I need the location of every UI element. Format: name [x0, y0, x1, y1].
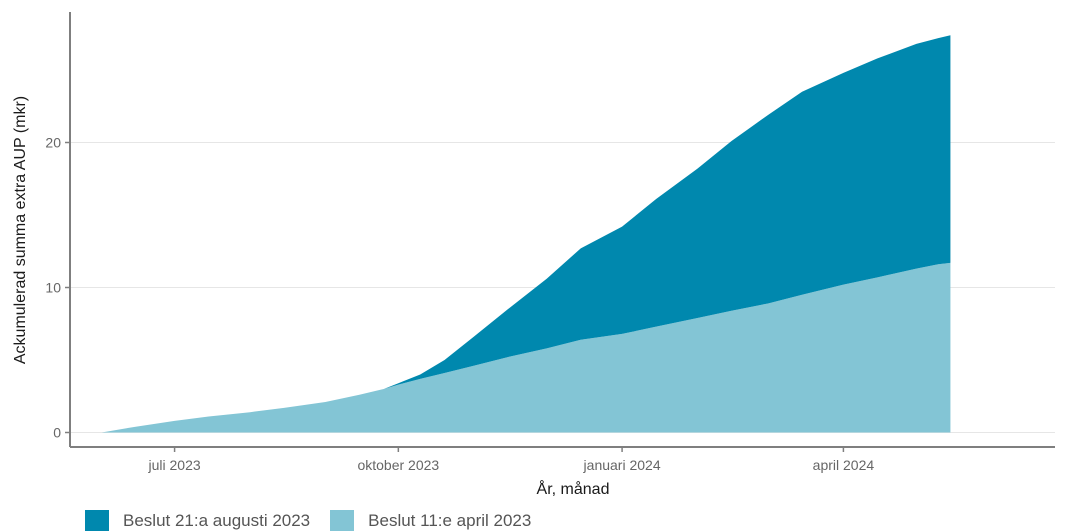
legend-label: Beslut 21:a augusti 2023	[123, 510, 311, 530]
tick-marks: 0 10 20 juli 2023 oktober 2023 januari 2024 ap…	[45, 135, 874, 474]
x-tick-label: juli 2023	[148, 457, 201, 473]
x-tick-label: oktober 2023	[357, 457, 439, 473]
y-tick-label: 0	[53, 425, 61, 441]
area-series-1	[101, 35, 951, 433]
legend-swatch-light	[330, 510, 355, 531]
legend-item-beslut-11-april: Beslut 11:e april 2023	[330, 510, 531, 531]
y-tick-label: 10	[45, 280, 61, 296]
y-tick-label: 20	[45, 135, 61, 151]
x-tick-label: januari 2024	[583, 457, 661, 473]
legend-label: Beslut 11:e april 2023	[368, 510, 532, 530]
x-axis-title: År, månad	[537, 479, 610, 498]
area-series-0	[101, 262, 951, 433]
axes	[69, 12, 1055, 448]
stacked-areas	[101, 35, 951, 433]
y-axis-title: Ackumulerad summa extra AUP (mkr)	[12, 96, 29, 364]
legend-swatch-dark	[85, 510, 109, 531]
x-tick-label: april 2024	[813, 457, 875, 473]
legend: Beslut 21:a augusti 2023 Beslut 11:e apr…	[85, 510, 551, 531]
legend-item-beslut-21-augusti: Beslut 21:a augusti 2023	[85, 510, 310, 531]
